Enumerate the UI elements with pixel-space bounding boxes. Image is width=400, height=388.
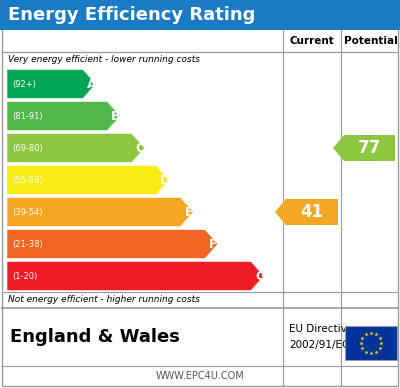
Text: (92+): (92+) (12, 80, 36, 88)
Text: (69-80): (69-80) (12, 144, 43, 152)
Polygon shape (7, 229, 218, 258)
Text: Very energy efficient - lower running costs: Very energy efficient - lower running co… (8, 55, 200, 64)
Text: E: E (184, 206, 193, 218)
Polygon shape (7, 69, 96, 99)
Text: G: G (255, 270, 265, 282)
Text: (1-20): (1-20) (12, 272, 37, 281)
Text: (21-38): (21-38) (12, 239, 43, 248)
Bar (0, 0, 400, 30)
Text: EU Directive: EU Directive (289, 324, 353, 334)
Polygon shape (7, 133, 145, 163)
Text: (81-91): (81-91) (12, 111, 43, 121)
Text: WWW.EPC4U.COM: WWW.EPC4U.COM (156, 371, 244, 381)
Text: D: D (160, 173, 170, 187)
Text: 77: 77 (358, 139, 381, 157)
Polygon shape (7, 262, 264, 291)
Polygon shape (333, 135, 395, 161)
Text: B: B (111, 109, 121, 123)
Text: (39-54): (39-54) (12, 208, 43, 217)
Polygon shape (7, 166, 169, 194)
Text: Not energy efficient - higher running costs: Not energy efficient - higher running co… (8, 296, 200, 305)
Polygon shape (7, 197, 194, 227)
Polygon shape (7, 102, 120, 130)
Text: (55-68): (55-68) (12, 175, 43, 185)
Text: Potential: Potential (344, 36, 397, 46)
Text: 2002/91/EC: 2002/91/EC (289, 340, 349, 350)
Polygon shape (275, 199, 338, 225)
Bar (345, 326, 397, 360)
Text: F: F (209, 237, 217, 251)
Text: England & Wales: England & Wales (10, 328, 180, 346)
Text: 41: 41 (300, 203, 324, 221)
Text: Current: Current (290, 36, 334, 46)
Text: C: C (136, 142, 145, 154)
Text: A: A (87, 78, 96, 90)
Text: Energy Efficiency Rating: Energy Efficiency Rating (8, 6, 255, 24)
